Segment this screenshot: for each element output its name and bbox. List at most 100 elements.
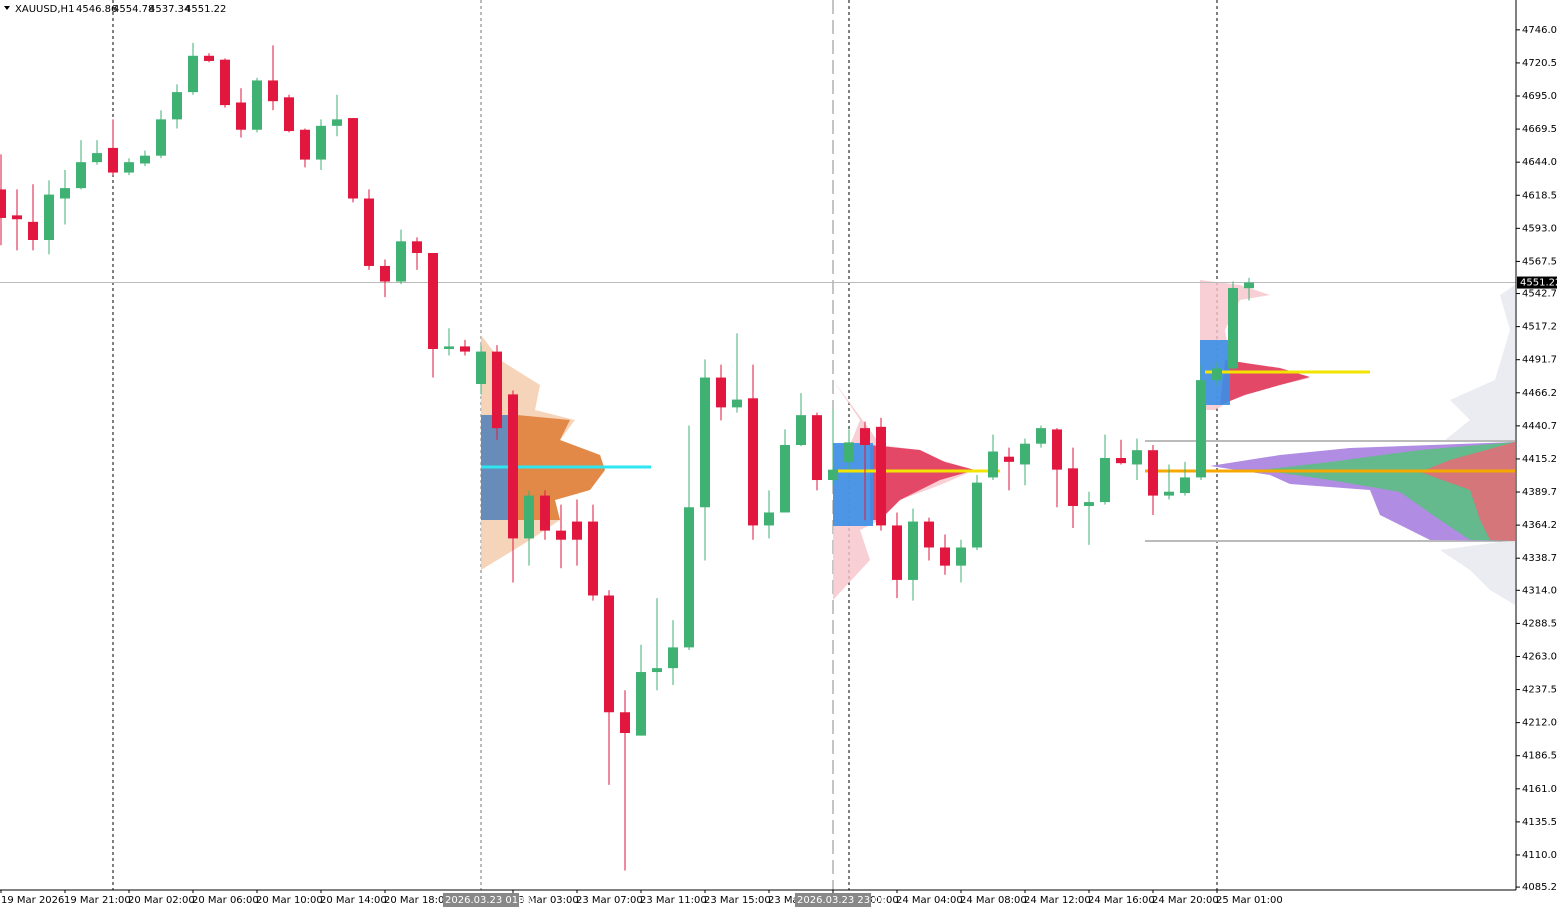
- candle-body: [316, 125, 326, 160]
- ohlc-open: 4546.86: [76, 4, 117, 15]
- y-tick-label: 4720.50: [1522, 58, 1557, 69]
- candle-body: [444, 346, 454, 349]
- candle-body: [924, 521, 934, 548]
- candle-body: [572, 521, 582, 540]
- x-tick-label: 20 Mar 02:00: [128, 895, 195, 906]
- candle-body: [12, 215, 22, 220]
- ohlc-close: 4551.22: [185, 4, 226, 15]
- last-price-box: [1517, 276, 1557, 289]
- candle-body: [1116, 457, 1126, 464]
- candle-body: [972, 482, 982, 548]
- candle-body: [524, 495, 534, 539]
- candle-body: [1036, 428, 1046, 444]
- menu-arrow: [4, 6, 10, 10]
- y-tick-label: 4542.75: [1522, 289, 1557, 300]
- x-tick-label: 24 Mar 20:00: [1152, 895, 1219, 906]
- y-tick-label: 4618.50: [1522, 190, 1557, 201]
- candle-body: [956, 547, 966, 566]
- y-tick-label: 4288.50: [1522, 618, 1557, 629]
- candle-body: [460, 346, 470, 352]
- candle-body: [1020, 443, 1030, 465]
- candle-body: [828, 469, 838, 481]
- candle-body: [428, 252, 438, 349]
- x-tick-label: 19 Mar 21:00: [64, 895, 131, 906]
- symbol: XAUUSD,H1: [15, 4, 74, 15]
- crosshair-date-box: [795, 893, 871, 907]
- candle-body: [76, 162, 86, 189]
- candle-body: [1052, 429, 1062, 470]
- ohlc-low: 4537.34: [149, 4, 190, 15]
- x-tick-label: 20 Mar 14:00: [320, 895, 387, 906]
- candle-body: [28, 221, 38, 241]
- profile-shape: [1440, 540, 1515, 605]
- y-tick-label: 4314.00: [1522, 585, 1557, 596]
- x-tick-label: 24 Mar 12:00: [1024, 895, 1091, 906]
- candle-body: [220, 59, 230, 106]
- candle-body: [348, 118, 358, 199]
- candle-body: [1084, 502, 1094, 506]
- candle-body: [204, 55, 214, 61]
- y-tick-label: 4695.00: [1522, 91, 1557, 102]
- candle-body: [0, 189, 6, 218]
- candle-body: [1244, 282, 1254, 289]
- candle-body: [396, 241, 406, 282]
- candle-body: [156, 119, 166, 156]
- candles: [0, 42, 1516, 871]
- candle-body: [380, 265, 390, 282]
- candle-body: [60, 188, 70, 199]
- x-tick-label: 24 Mar 16:00: [1088, 895, 1155, 906]
- candle-body: [716, 377, 726, 408]
- candle-body: [492, 351, 502, 429]
- candle-body: [668, 647, 678, 669]
- y-tick-label: 4466.25: [1522, 388, 1557, 399]
- y-tick-label: 4491.75: [1522, 355, 1557, 366]
- candle-body: [140, 155, 150, 164]
- candle-body: [1212, 368, 1222, 381]
- ohlc-high: 4554.78: [113, 4, 154, 15]
- y-tick-label: 4644.00: [1522, 157, 1557, 168]
- crosshair-date-box: [443, 893, 519, 907]
- profile-shape: [870, 445, 975, 520]
- candle-body: [652, 668, 662, 673]
- candle-body: [1004, 456, 1014, 462]
- x-tick-label: 23 Mar 07:00: [576, 895, 643, 906]
- candle-body: [172, 92, 182, 120]
- x-tick-label: 20 Mar 06:00: [192, 895, 259, 906]
- candle-body: [684, 507, 694, 648]
- candle-body: [1132, 450, 1142, 465]
- candle-body: [252, 80, 262, 130]
- y-tick-label: 4593.00: [1522, 223, 1557, 234]
- y-tick-label: 4517.25: [1522, 322, 1557, 333]
- candle-body: [860, 428, 870, 445]
- x-tick-label: 19 Mar 2026: [1, 895, 64, 906]
- candle-body: [908, 521, 918, 580]
- x-tick-label: 20 Mar 10:00: [256, 895, 323, 906]
- candle-body: [1068, 468, 1078, 506]
- profile-shape: [1445, 285, 1515, 440]
- candle-body: [780, 445, 790, 513]
- volume-profiles: [481, 280, 1515, 605]
- candle-body: [636, 672, 646, 736]
- candle-body: [620, 712, 630, 734]
- y-tick-label: 4746.00: [1522, 25, 1557, 36]
- candle-body: [508, 394, 518, 539]
- candle-body: [1148, 450, 1158, 496]
- candle-body: [1100, 457, 1110, 503]
- candle-body: [364, 198, 374, 266]
- candle-body: [332, 119, 342, 126]
- y-tick-label: 4338.75: [1522, 553, 1557, 564]
- candle-body: [764, 512, 774, 526]
- candle-body: [1228, 288, 1238, 369]
- candle-body: [844, 442, 854, 462]
- candle-body: [124, 162, 134, 173]
- candle-body: [748, 398, 758, 526]
- y-tick-label: 4186.50: [1522, 751, 1557, 762]
- header: XAUUSD,H1 4546.86 4554.78 4537.34 4551.2…: [4, 4, 226, 15]
- y-tick-label: 4135.50: [1522, 817, 1557, 828]
- candle-body: [1180, 477, 1190, 494]
- candle-body: [300, 129, 310, 160]
- y-tick-label: 4415.25: [1522, 454, 1557, 465]
- candle-body: [108, 147, 118, 173]
- last-price-label: 4551.22: [1520, 278, 1557, 289]
